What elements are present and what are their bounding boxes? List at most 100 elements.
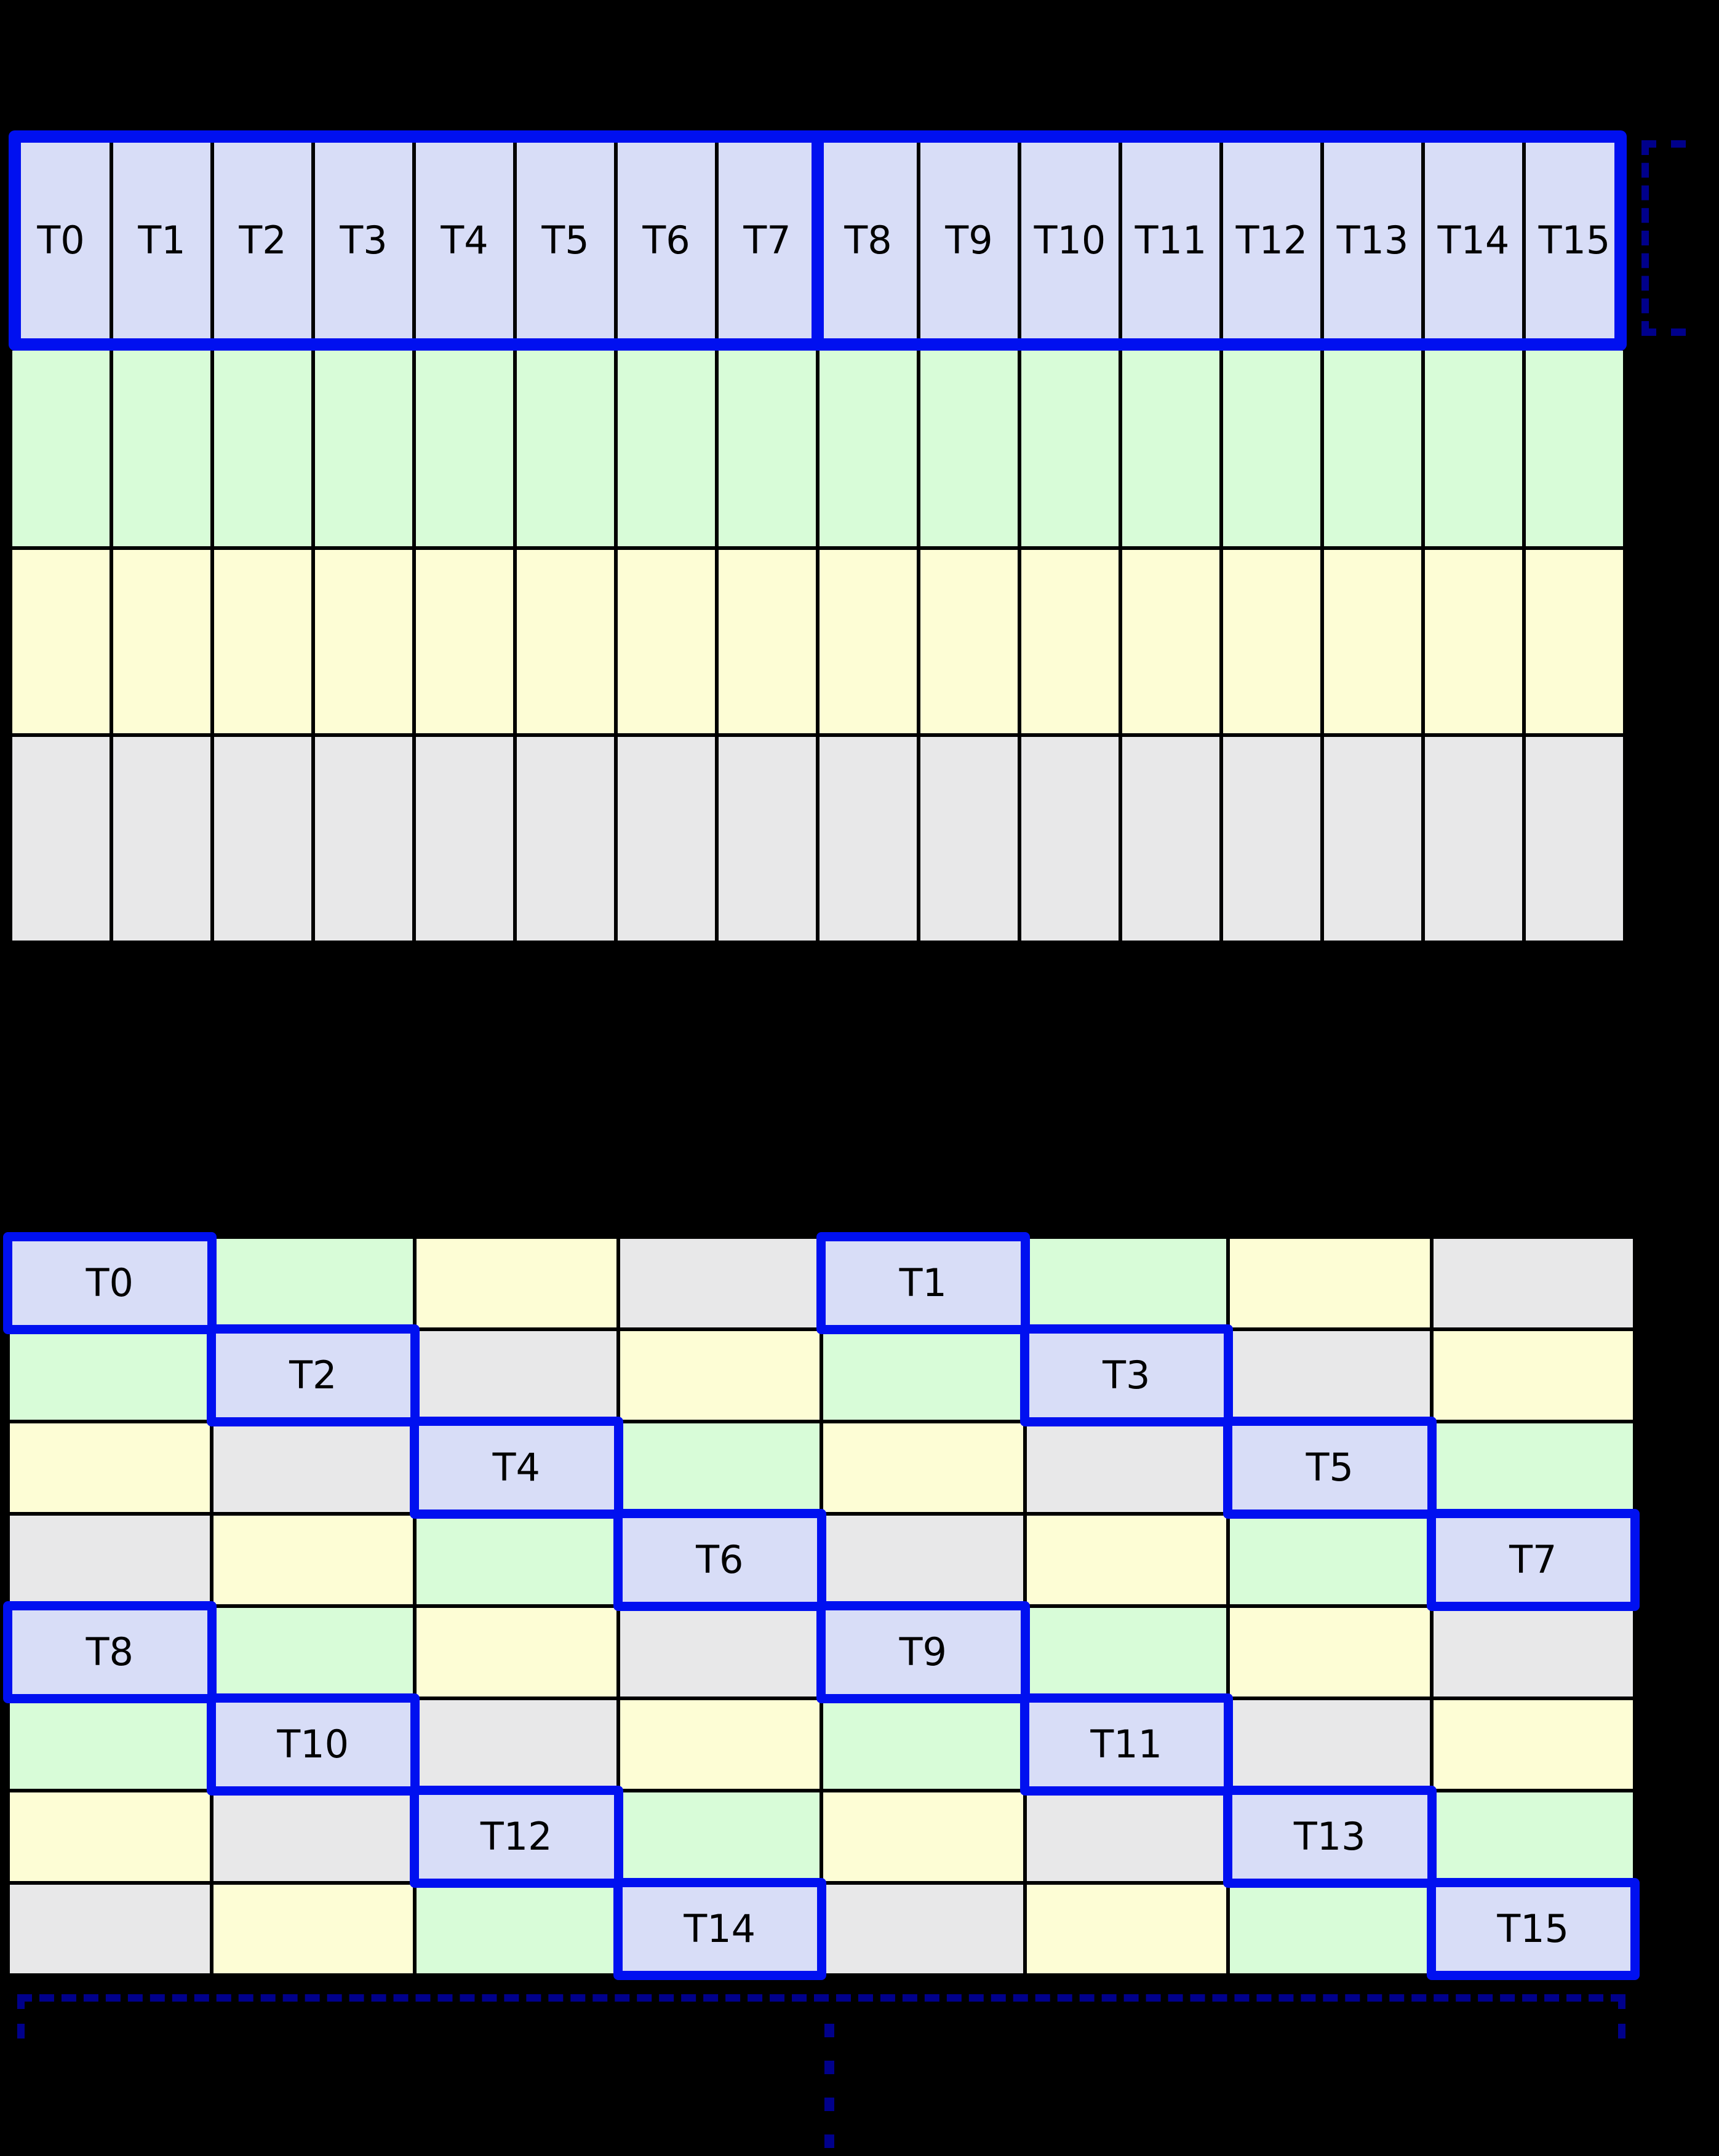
grid1-memory-cell bbox=[618, 351, 715, 546]
thread-label: T13 bbox=[1293, 1814, 1366, 1859]
grid1-memory-cell bbox=[1425, 351, 1522, 546]
thread-box: T4 bbox=[410, 1417, 623, 1519]
grid1-memory-cell bbox=[416, 550, 513, 733]
thread-box: T1 bbox=[816, 1232, 1030, 1334]
grid1-memory-cell bbox=[1324, 351, 1421, 546]
grid1-memory-cell bbox=[315, 737, 412, 941]
grid1-thread-cell: T13 bbox=[1324, 134, 1421, 347]
thread-box: T10 bbox=[206, 1693, 420, 1796]
grid2-thread-cell: T9 bbox=[816, 1601, 1030, 1703]
grid1-memory-cell bbox=[517, 550, 614, 733]
grid1-thread-cell: T6 bbox=[618, 134, 715, 347]
grid1-memory-cell bbox=[315, 351, 412, 546]
grid2-thread-cell: T13 bbox=[1223, 1786, 1437, 1888]
grid2-memory-cell bbox=[213, 1239, 413, 1327]
grid-width-bracket-icon bbox=[17, 1994, 1625, 2039]
grid1-memory-cell bbox=[1526, 550, 1623, 733]
thread-label: T7 bbox=[1509, 1537, 1557, 1582]
grid2-memory-cell bbox=[10, 1792, 210, 1881]
grid2-memory-cell bbox=[1433, 1792, 1633, 1881]
grid2-memory-cell bbox=[1433, 1608, 1633, 1697]
grid1-memory-cell bbox=[820, 550, 917, 733]
grid1-memory-cell bbox=[920, 737, 1018, 941]
grid2-memory-cell bbox=[417, 1885, 616, 1973]
grid1-thread-cell: T0 bbox=[12, 134, 110, 347]
thread-label: T1 bbox=[899, 1260, 947, 1305]
grid1-memory-cell bbox=[1324, 550, 1421, 733]
grid2-memory-cell bbox=[213, 1885, 413, 1973]
grid1-thread-cell: T5 bbox=[517, 134, 614, 347]
grid2-memory-cell bbox=[620, 1700, 820, 1789]
thread-label: T10 bbox=[1034, 218, 1106, 263]
strided-access-grid: T0 T1 T2 T3 T4 T5 T6 T7 T8 T9 T10 T11 T12 T13 T14 T15 bbox=[3, 1232, 1640, 1980]
grid2-thread-cell: T15 bbox=[1426, 1878, 1640, 1980]
thread-box: T15 bbox=[1426, 1878, 1640, 1980]
grid1-memory-cell bbox=[1122, 550, 1219, 733]
grid2-memory-cell bbox=[823, 1700, 1023, 1789]
thread-label: T14 bbox=[1437, 218, 1510, 263]
grid1-thread-cell: T15 bbox=[1526, 134, 1623, 347]
grid2-memory-cell bbox=[213, 1608, 413, 1697]
grid2-memory-cell bbox=[620, 1792, 820, 1881]
thread-label: T0 bbox=[86, 1260, 134, 1305]
grid2-memory-cell bbox=[823, 1516, 1023, 1604]
thread-label: T12 bbox=[1235, 218, 1308, 263]
thread-label: T6 bbox=[642, 218, 690, 263]
grid2-memory-cell bbox=[1230, 1331, 1430, 1420]
grid2-memory-cell bbox=[10, 1331, 210, 1420]
grid2-memory-cell bbox=[1230, 1885, 1430, 1973]
grid2-thread-cell: T14 bbox=[613, 1878, 826, 1980]
thread-label: T13 bbox=[1336, 218, 1409, 263]
thread-box: T3 bbox=[1019, 1324, 1233, 1426]
grid2-memory-cell bbox=[417, 1331, 616, 1420]
grid1-memory-cell bbox=[1324, 737, 1421, 941]
grid1-memory-cell bbox=[517, 737, 614, 941]
grid2-thread-cell: T2 bbox=[206, 1324, 420, 1426]
grid1-memory-cell bbox=[517, 351, 614, 546]
grid2-thread-cell: T11 bbox=[1019, 1693, 1233, 1796]
grid1-thread-cell: T8 bbox=[820, 134, 917, 347]
grid2-thread-cell: T12 bbox=[410, 1786, 623, 1888]
grid1-thread-cell: T1 bbox=[113, 134, 210, 347]
grid1-memory-cell bbox=[12, 351, 110, 546]
grid2-memory-cell bbox=[417, 1608, 616, 1697]
vertical-ellipsis-icon bbox=[824, 2024, 834, 2148]
coalesced-access-grid: T0 T1 T2 T3 T4 T5 T6 T7 T8 T9 T10 T11 T12 T13 T14 T15 bbox=[9, 130, 1627, 944]
thread-box: T11 bbox=[1019, 1693, 1233, 1796]
thread-label: T14 bbox=[684, 1906, 756, 1951]
ellipsis-dash bbox=[824, 2061, 834, 2074]
grid2-memory-cell bbox=[1026, 1239, 1226, 1327]
grid2-memory-cell bbox=[1026, 1792, 1226, 1881]
grid2-memory-cell bbox=[1230, 1608, 1430, 1697]
thread-label: T8 bbox=[86, 1629, 134, 1674]
thread-label: T11 bbox=[1090, 1722, 1163, 1767]
thread-label: T15 bbox=[1538, 218, 1611, 263]
grid1-memory-cell bbox=[1223, 737, 1320, 941]
grid1-thread-cell: T14 bbox=[1425, 134, 1522, 347]
thread-label: T4 bbox=[492, 1445, 540, 1490]
grid1-memory-cell bbox=[416, 737, 513, 941]
grid1-thread-cell: T4 bbox=[416, 134, 513, 347]
grid2-thread-cell: T8 bbox=[3, 1601, 217, 1703]
grid1-memory-cell bbox=[920, 550, 1018, 733]
grid1-memory-cell bbox=[820, 351, 917, 546]
thread-label: T3 bbox=[340, 218, 388, 263]
grid2-memory-cell bbox=[1433, 1700, 1633, 1789]
grid1-thread-cell: T12 bbox=[1223, 134, 1320, 347]
grid1-memory-cell bbox=[920, 351, 1018, 546]
grid1-memory-cell bbox=[618, 737, 715, 941]
thread-box: T6 bbox=[613, 1509, 826, 1611]
thread-box: T7 bbox=[1426, 1509, 1640, 1611]
thread-label: T0 bbox=[37, 218, 85, 263]
grid2-thread-cell: T3 bbox=[1019, 1324, 1233, 1426]
grid2-memory-cell bbox=[1026, 1885, 1226, 1973]
grid2-thread-cell: T0 bbox=[3, 1232, 217, 1334]
grid1-memory-cell bbox=[820, 737, 917, 941]
thread-label: T9 bbox=[945, 218, 993, 263]
grid1-thread-cell: T11 bbox=[1122, 134, 1219, 347]
grid2-memory-cell bbox=[620, 1331, 820, 1420]
grid1-memory-cell bbox=[719, 550, 816, 733]
grid2-memory-cell bbox=[620, 1239, 820, 1327]
thread-box: T9 bbox=[816, 1601, 1030, 1703]
grid2-memory-cell bbox=[823, 1331, 1023, 1420]
